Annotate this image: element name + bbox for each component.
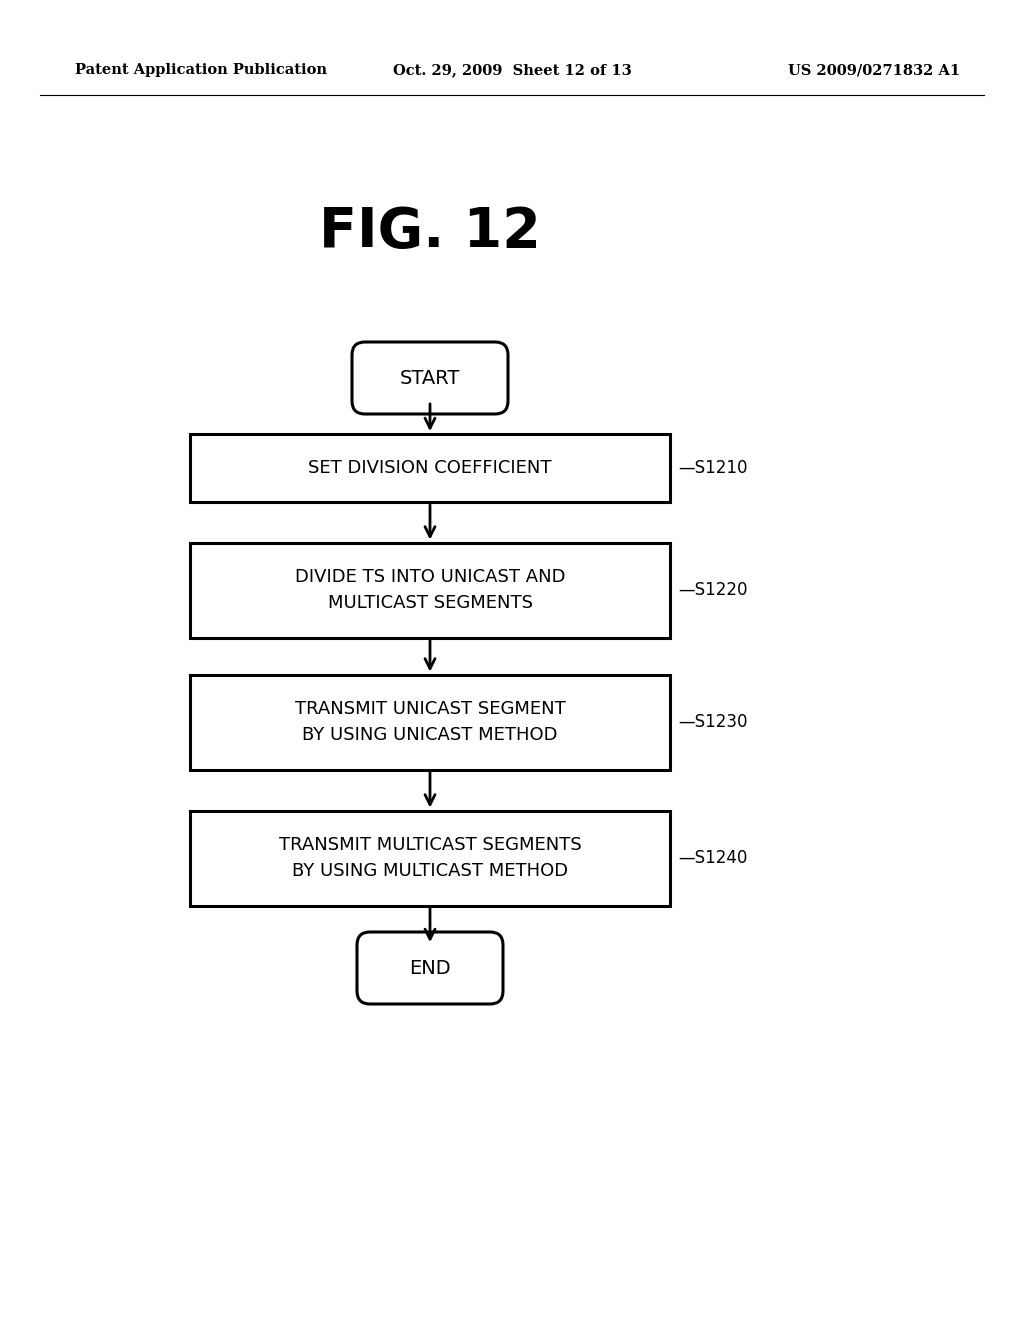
FancyBboxPatch shape bbox=[190, 434, 670, 502]
Text: —S1230: —S1230 bbox=[678, 713, 748, 731]
Text: US 2009/0271832 A1: US 2009/0271832 A1 bbox=[787, 63, 961, 77]
Text: Oct. 29, 2009  Sheet 12 of 13: Oct. 29, 2009 Sheet 12 of 13 bbox=[392, 63, 632, 77]
Text: Patent Application Publication: Patent Application Publication bbox=[75, 63, 327, 77]
Text: END: END bbox=[410, 958, 451, 978]
FancyBboxPatch shape bbox=[352, 342, 508, 414]
Text: —S1240: —S1240 bbox=[678, 849, 748, 867]
Text: —S1220: —S1220 bbox=[678, 581, 748, 599]
FancyBboxPatch shape bbox=[357, 932, 503, 1005]
Text: TRANSMIT UNICAST SEGMENT
BY USING UNICAST METHOD: TRANSMIT UNICAST SEGMENT BY USING UNICAS… bbox=[295, 701, 565, 743]
FancyBboxPatch shape bbox=[190, 675, 670, 770]
Text: —S1210: —S1210 bbox=[678, 459, 748, 477]
FancyBboxPatch shape bbox=[190, 810, 670, 906]
Text: DIVIDE TS INTO UNICAST AND
MULTICAST SEGMENTS: DIVIDE TS INTO UNICAST AND MULTICAST SEG… bbox=[295, 569, 565, 611]
Text: START: START bbox=[399, 368, 460, 388]
Text: FIG. 12: FIG. 12 bbox=[319, 205, 541, 259]
FancyBboxPatch shape bbox=[190, 543, 670, 638]
Text: TRANSMIT MULTICAST SEGMENTS
BY USING MULTICAST METHOD: TRANSMIT MULTICAST SEGMENTS BY USING MUL… bbox=[279, 837, 582, 879]
Text: SET DIVISION COEFFICIENT: SET DIVISION COEFFICIENT bbox=[308, 459, 552, 477]
